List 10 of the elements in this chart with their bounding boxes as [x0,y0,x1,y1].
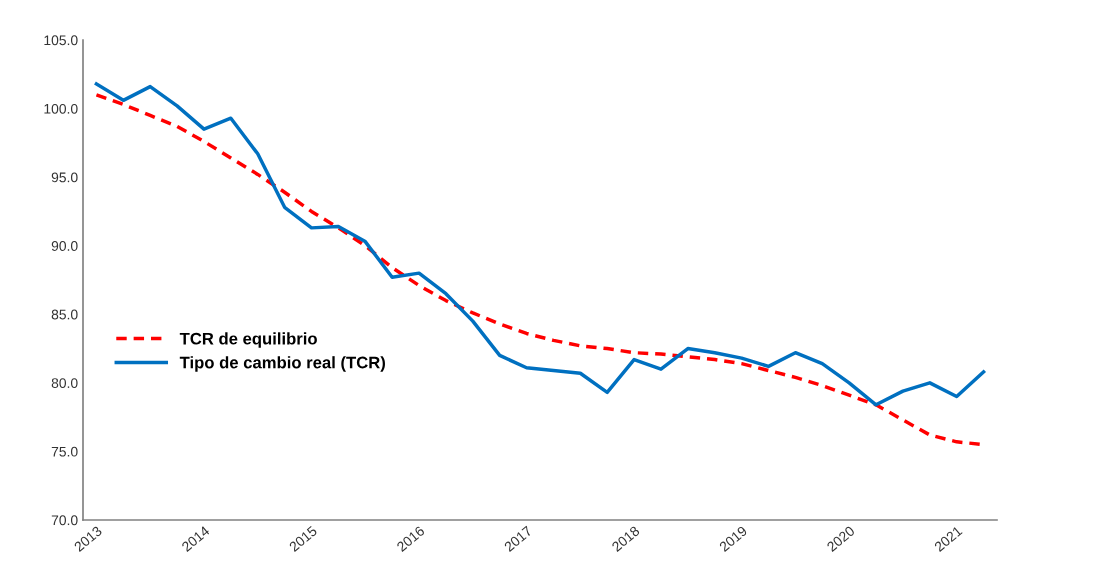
y-tick-label: 80.0 [51,378,78,389]
legend-label: TCR de equilibrio [179,332,317,348]
y-tick-label: 70.0 [51,515,78,526]
y-tick-label: 100.0 [44,103,78,114]
y-tick-label: 90.0 [51,241,78,251]
y-tick-label: 105.0 [44,35,78,46]
y-tick-label: 95.0 [51,172,78,183]
y-tick-label: 85.0 [51,309,78,320]
y-tick-label: 75.0 [51,446,78,457]
legend-label: Tipo de cambio real (TCR) [179,356,385,372]
